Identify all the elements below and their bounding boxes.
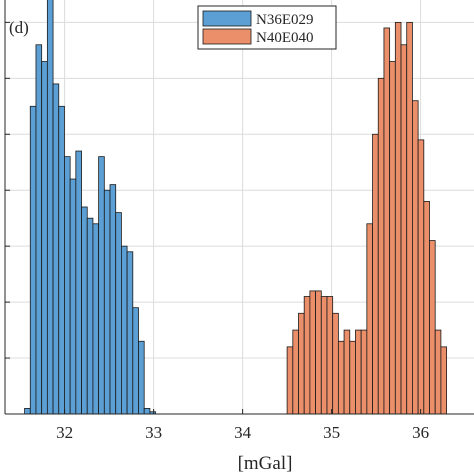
histogram-bar — [434, 329, 442, 415]
histogram-bar — [400, 44, 408, 415]
histogram-bar — [64, 156, 71, 415]
histogram-bar — [355, 329, 362, 415]
histogram-bar — [406, 21, 413, 415]
histogram-bar — [132, 307, 139, 415]
histogram-bar — [298, 312, 305, 415]
histogram-bar — [35, 44, 43, 415]
histogram-bar — [46, 0, 54, 415]
histogram-bar — [41, 61, 48, 415]
legend-label: N36E029 — [256, 12, 314, 28]
histogram-bar — [349, 340, 356, 415]
histogram-bar — [315, 290, 322, 415]
histogram-bar — [383, 27, 391, 415]
histogram-bar — [286, 346, 294, 415]
histogram-bar — [138, 340, 145, 415]
histogram-bar — [58, 105, 65, 415]
histogram-bars — [24, 0, 447, 415]
histogram-bar — [377, 77, 385, 415]
histogram-bar — [417, 139, 425, 415]
histogram-bar — [440, 346, 447, 415]
legend-label: N40E040 — [256, 30, 314, 46]
histogram-bar — [126, 251, 134, 415]
histogram-bar — [103, 189, 111, 415]
axes — [4, 0, 474, 415]
histogram-bar — [366, 223, 373, 415]
histogram-bar — [309, 290, 316, 415]
series-N36E029 — [24, 0, 156, 415]
histogram-bar — [412, 100, 419, 415]
histogram-bar — [115, 212, 122, 415]
y-axis-ticks — [5, 21, 10, 415]
histogram-bar — [394, 21, 402, 415]
histogram-bar — [143, 408, 151, 415]
histogram-bar — [332, 312, 339, 415]
histogram-bar — [92, 223, 100, 415]
histogram-bar — [372, 133, 379, 415]
panel-label: (d) — [9, 18, 29, 37]
legend-swatch — [202, 28, 252, 45]
legend: N36E029 N40E040 — [197, 5, 337, 50]
histogram-bar — [81, 206, 88, 415]
series-N40E040 — [286, 21, 447, 415]
x-tick-label: 32 — [56, 423, 73, 442]
x-tick-label: 34 — [234, 423, 252, 442]
x-tick-label: 36 — [412, 423, 429, 442]
x-tick-label: 33 — [145, 423, 162, 442]
histogram-bar — [292, 329, 299, 415]
legend-swatch — [202, 10, 252, 27]
histogram-bar — [320, 296, 328, 415]
histogram-bar — [24, 408, 31, 415]
histogram-bar — [343, 329, 351, 415]
histogram-bar — [337, 340, 345, 415]
histogram-bar — [75, 150, 82, 415]
histogram-bar — [98, 156, 105, 415]
histogram-bar — [303, 296, 311, 415]
x-axis-label: [mGal] — [238, 453, 293, 474]
histogram-bar — [423, 201, 430, 415]
histogram-bar — [29, 105, 37, 415]
histogram-bar — [109, 184, 117, 415]
histogram-bar — [52, 83, 60, 415]
histogram-bar — [429, 240, 436, 415]
histogram-bar — [121, 245, 128, 415]
histogram-bar — [389, 61, 396, 415]
histogram-bar — [360, 329, 368, 415]
x-axis-ticks: 32 33 34 35 36 — [56, 409, 429, 442]
histogram-bar — [326, 296, 334, 415]
histogram-bar — [69, 178, 77, 415]
histogram-bar — [86, 217, 94, 415]
x-tick-label: 35 — [323, 423, 340, 442]
